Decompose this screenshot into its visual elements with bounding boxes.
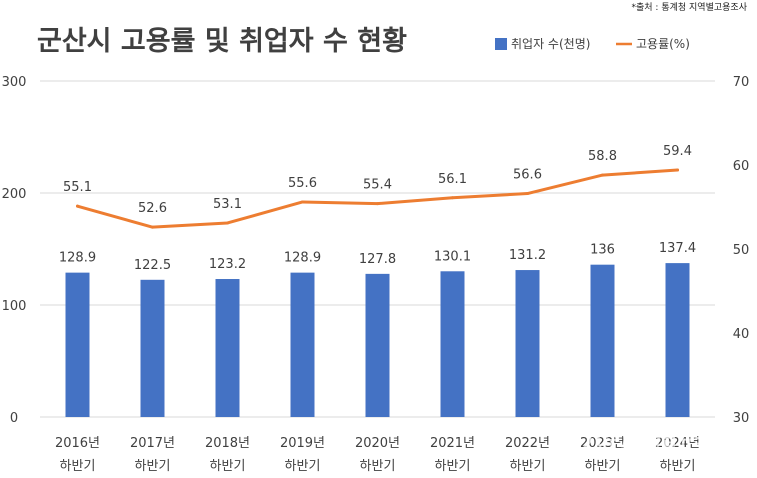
legend-swatch-employed (495, 38, 507, 50)
left-tick-label: 100 (2, 299, 27, 314)
bar-series (65, 263, 690, 417)
line-data-label: 55.6 (288, 176, 317, 191)
left-tick-label: 300 (2, 75, 27, 90)
line-data-label: 56.6 (513, 168, 542, 183)
chart-title: 군산시 고용률 및 취업자 수 현황 (37, 26, 407, 57)
line-data-label: 59.4 (663, 144, 692, 159)
line-series (76, 168, 679, 229)
category-label-year: 2017년 (130, 436, 175, 451)
legend: 취업자 수(천명) 고용률(%) (495, 36, 690, 51)
category-label-half: 하반기 (210, 459, 246, 474)
bar-data-label: 128.9 (59, 251, 96, 266)
category-label-half: 하반기 (135, 459, 171, 474)
line-point (601, 173, 604, 177)
line-data-label: 52.6 (138, 201, 167, 216)
line-point (76, 204, 79, 208)
line-point (151, 225, 154, 229)
category-label-year: 2021년 (430, 436, 475, 451)
right-tick-label: 40 (733, 327, 750, 342)
line-point (301, 200, 304, 204)
bar (590, 264, 615, 417)
category-label-year: 2023년 (580, 436, 625, 451)
line-data-label: 55.1 (63, 180, 92, 195)
bar-data-labels: 128.9 122.5 123.2 128.9 127.8 130.1 131.2 136 13… (59, 241, 696, 273)
category-label-year: 2024년 (655, 436, 700, 451)
bar (215, 279, 240, 417)
category-label-year: 2018년 (205, 436, 250, 451)
line-data-label: 55.4 (363, 178, 392, 193)
line-data-labels: 55.1 52.6 53.1 55.6 55.4 56.1 56.6 58.8 59.4 (63, 144, 692, 216)
bar (515, 270, 540, 417)
bar-data-label: 123.2 (209, 257, 246, 272)
bar (665, 263, 690, 417)
line-data-label: 56.1 (438, 172, 467, 187)
right-tick-label: 30 (733, 411, 750, 426)
category-label-year: 2016년 (55, 436, 100, 451)
bar-data-label: 137.4 (659, 241, 696, 256)
bar-data-label: 127.8 (359, 252, 396, 267)
line-point (526, 192, 529, 196)
category-label-half: 하반기 (60, 459, 96, 474)
bar-data-label: 122.5 (134, 258, 171, 273)
right-axis-ticks: 30 40 50 60 70 (733, 75, 750, 426)
category-label-year: 2022년 (505, 436, 550, 451)
left-tick-label: 200 (2, 187, 27, 202)
bar-data-label: 131.2 (509, 248, 546, 263)
legend-label-employment-rate: 고용률(%) (636, 37, 690, 51)
watermark-text: (주)한국탑뉴스 (595, 429, 711, 450)
category-label-half: 하반기 (360, 459, 396, 474)
right-tick-label: 50 (733, 243, 750, 258)
left-tick-label: 0 (10, 411, 18, 426)
right-tick-label: 70 (733, 75, 750, 90)
line-point (451, 196, 454, 200)
bar (140, 279, 165, 417)
bar (290, 272, 315, 417)
line-point (376, 202, 379, 206)
bar (440, 271, 465, 417)
left-axis-ticks: 0 100 200 300 (2, 75, 27, 426)
bar-data-label: 136 (590, 243, 615, 258)
watermark-url: www.koreatopnews.net (610, 454, 692, 462)
bar (65, 272, 90, 417)
bar-data-label: 128.9 (284, 251, 321, 266)
chart-source: *출처 : 통계청 지역별고용조사 (632, 1, 748, 13)
category-label-year: 2019년 (280, 436, 325, 451)
line-point (676, 168, 679, 172)
line-data-label: 58.8 (588, 149, 617, 164)
line-point (226, 221, 229, 225)
category-label-half: 하반기 (435, 459, 471, 474)
category-label-half: 하반기 (285, 459, 321, 474)
right-tick-label: 60 (733, 159, 750, 174)
watermark-logo-icon (566, 425, 592, 451)
bar (365, 273, 390, 417)
category-label-half: 하반기 (510, 459, 546, 474)
category-label-year: 2020년 (355, 436, 400, 451)
line-data-label: 53.1 (213, 197, 242, 212)
legend-label-employed: 취업자 수(천명) (511, 36, 590, 51)
bar-data-label: 130.1 (434, 249, 471, 264)
watermark: (주)한국탑뉴스 www.koreatopnews.net (566, 425, 711, 462)
category-label-half: 하반기 (660, 459, 696, 474)
category-label-half: 하반기 (585, 459, 621, 474)
